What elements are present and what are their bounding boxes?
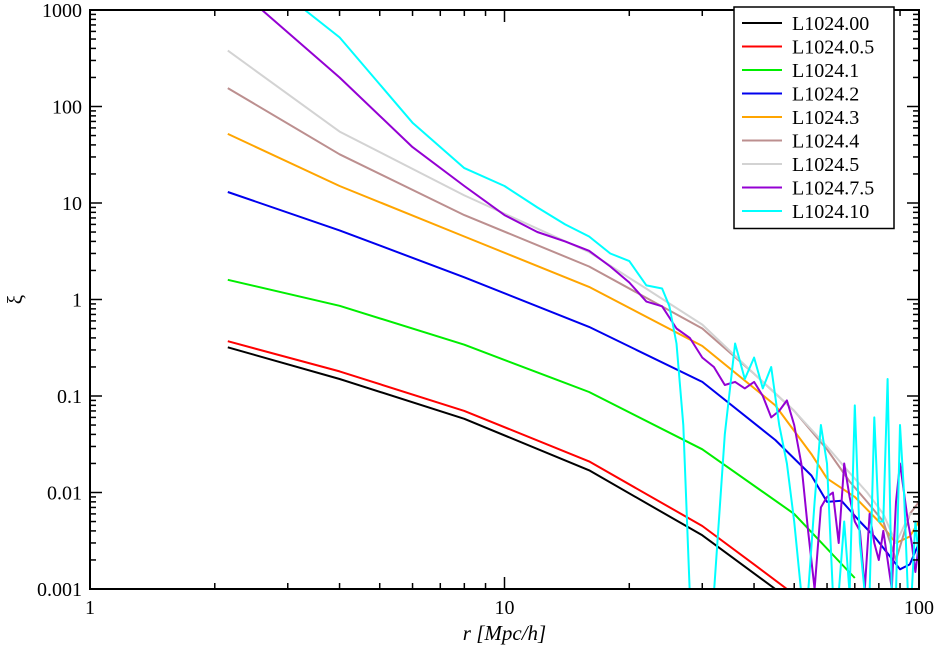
x-axis-title: r [Mpc/h]: [463, 621, 546, 645]
legend: L1024.00L1024.0.5L1024.1L1024.2L1024.3L1…: [733, 6, 895, 230]
legend-label-l1024-0-5: L1024.0.5: [792, 37, 874, 59]
y-tick-label: 1000: [42, 0, 82, 22]
y-tick-label: 0.01: [47, 483, 82, 505]
legend-label-l1024-5: L1024.5: [792, 154, 859, 176]
legend-label-l1024-00: L1024.00: [792, 13, 869, 35]
legend-label-l1024-10: L1024.10: [792, 201, 869, 223]
y-tick-label: 10: [62, 193, 82, 215]
legend-label-l1024-1: L1024.1: [792, 60, 859, 82]
series-line-l1024-00: [227, 346, 776, 589]
legend-label-l1024-2: L1024.2: [792, 84, 859, 106]
x-tick-label: 1: [85, 597, 95, 619]
y-tick-label: 0.001: [37, 579, 82, 601]
series-line-l1024-10: [304, 10, 919, 589]
series-line-l1024-0-5: [227, 340, 788, 589]
label-layer: 1 10 100 0.001 0.01 0.1 1 10 100 1000 r [Mpc/h] ξ: [3, 0, 934, 645]
legend-label-l1024-3: L1024.3: [792, 107, 859, 129]
series-line-l1024-7-5: [259, 10, 919, 589]
x-tick-label: 10: [495, 597, 515, 619]
axis-layer: [89, 9, 920, 590]
legend-label-l1024-4: L1024.4: [792, 131, 859, 153]
y-tick-label: 0.1: [57, 386, 82, 408]
y-tick-label: 1: [72, 290, 82, 312]
y-tick-label: 100: [52, 97, 82, 119]
y-axis-title: ξ: [3, 295, 27, 304]
series-layer: [227, 10, 919, 589]
x-tick-label: 100: [904, 597, 934, 619]
legend-label-l1024-7-5: L1024.7.5: [792, 178, 874, 200]
series-line-l1024-2: [227, 191, 919, 571]
